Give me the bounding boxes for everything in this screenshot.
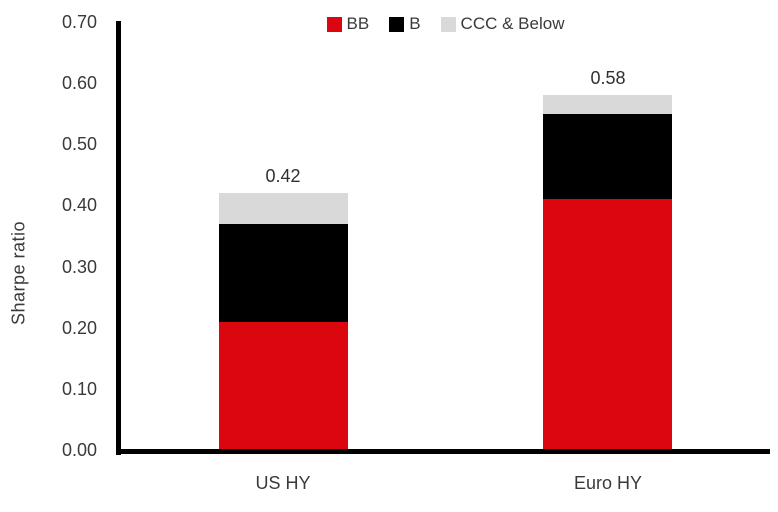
legend-label: B xyxy=(409,14,421,33)
bar-segment-euro-hy-bb xyxy=(543,199,672,450)
legend: BB B CCC & Below xyxy=(121,14,770,34)
bar-segment-us-hy-ccc---below xyxy=(219,193,348,224)
y-axis-tick-label: 0.40 xyxy=(61,195,97,215)
y-axis-tick-label: 0.30 xyxy=(61,257,97,277)
bar-segment-us-hy-bb xyxy=(219,322,348,450)
y-axis-tick-label: 0.70 xyxy=(61,12,97,32)
legend-label: CCC & Below xyxy=(460,14,565,33)
legend-swatch-icon xyxy=(440,16,456,32)
y-axis-tick-label: 0.60 xyxy=(61,73,97,93)
legend-item: BB xyxy=(326,14,370,34)
legend-swatch-icon xyxy=(389,16,405,32)
legend-label: BB xyxy=(346,14,370,33)
y-axis-line xyxy=(116,21,121,455)
bar-total-label: 0.42 xyxy=(265,166,301,186)
bar-total-label: 0.58 xyxy=(590,68,626,88)
y-axis-title: Sharpe ratio xyxy=(8,220,29,326)
y-axis-tick-label: 0.50 xyxy=(61,134,97,154)
bar-segment-euro-hy-b xyxy=(543,114,672,199)
x-axis-line xyxy=(116,449,770,454)
y-axis-tick-label: 0.00 xyxy=(61,440,97,460)
bar-segment-us-hy-b xyxy=(219,224,348,322)
y-axis-tick-label: 0.10 xyxy=(61,379,97,399)
y-axis-tick-label: 0.20 xyxy=(61,318,97,338)
x-axis-category-label: US HY xyxy=(255,473,311,493)
legend-item: B xyxy=(389,14,421,34)
legend-item: CCC & Below xyxy=(440,14,565,34)
x-axis-category-label: Euro HY xyxy=(573,473,643,493)
bar-segment-euro-hy-ccc---below xyxy=(543,95,672,114)
legend-swatch-icon xyxy=(326,16,342,32)
